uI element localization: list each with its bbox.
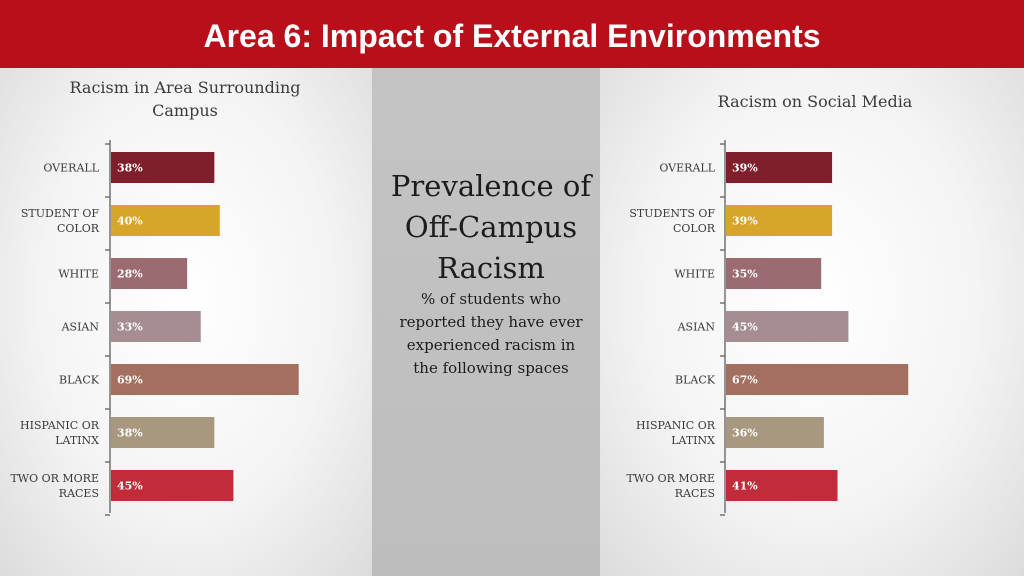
right-value-label-1: 39% (732, 215, 758, 228)
right-category-label-6-0: TWO OR MORE (626, 472, 715, 485)
left-category-label-3-0: ASIAN (61, 321, 100, 334)
right-category-label-2-0: WHITE (674, 268, 715, 281)
right-value-label-3: 45% (732, 321, 758, 334)
left-chart-title-line-2: Campus (152, 101, 218, 120)
left-value-label-0: 38% (117, 162, 143, 175)
right-category-label-5-0: HISPANIC OR (636, 419, 716, 432)
left-value-label-1: 40% (117, 215, 143, 228)
left-category-label-1-1: COLOR (57, 222, 100, 235)
right-category-label-1-1: COLOR (673, 222, 716, 235)
left-category-label-6-1: RACES (59, 487, 99, 500)
right-value-label-4: 67% (732, 374, 758, 387)
left-bar-6 (111, 470, 234, 501)
center-heading-line-1: Prevalence of (390, 169, 592, 203)
left-category-label-2-0: WHITE (58, 268, 99, 281)
left-value-label-4: 69% (117, 374, 143, 387)
right-category-label-3-0: ASIAN (677, 321, 716, 334)
left-chart-title: Racism in Area Surrounding Campus (30, 76, 340, 122)
center-subtitle-line-2: reported they have ever (399, 313, 583, 331)
left-bar-4 (111, 364, 299, 395)
center-subtitle-line-4: the following spaces (413, 359, 569, 377)
center-heading-line-3: Racism (437, 251, 545, 285)
page-title: Area 6: Impact of External Environments (203, 18, 821, 54)
right-value-label-2: 35% (732, 268, 758, 281)
center-subtitle: % of students who reported they have eve… (376, 288, 606, 380)
left-category-label-4-0: BLACK (59, 374, 100, 387)
right-chart-title-line-1: Racism on Social Media (717, 92, 913, 111)
right-bar-5 (726, 417, 824, 448)
left-value-label-2: 28% (117, 268, 143, 281)
left-category-label-5-1: LATINX (55, 434, 99, 447)
right-bar-4 (726, 364, 909, 395)
left-category-label-1-0: STUDENT OF (21, 207, 99, 220)
left-value-label-6: 45% (117, 480, 143, 493)
left-bar-1 (111, 205, 220, 236)
right-bar-0 (726, 152, 833, 183)
left-category-label-5-0: HISPANIC OR (20, 419, 100, 432)
right-bar-6 (726, 470, 838, 501)
left-value-label-3: 33% (117, 321, 143, 334)
left-category-label-0-0: OVERALL (43, 162, 99, 175)
center-heading: Prevalence of Off-Campus Racism (376, 166, 606, 289)
left-bar-0 (111, 152, 215, 183)
right-bar-chart: 39% OVERALL 39% STUDENTS OF COLOR 35% WHITE 45%… (626, 140, 909, 516)
header-bar (0, 0, 1024, 68)
left-bar-2 (111, 258, 188, 289)
right-value-label-5: 36% (732, 427, 758, 440)
center-subtitle-line-3: experienced racism in (406, 336, 576, 354)
left-bar-5 (111, 417, 215, 448)
right-category-label-4-0: BLACK (675, 374, 716, 387)
right-category-label-5-1: LATINX (671, 434, 715, 447)
center-subtitle-line-1: % of students who (421, 290, 561, 308)
right-category-label-6-1: RACES (675, 487, 715, 500)
right-value-label-6: 41% (732, 480, 758, 493)
left-bar-chart: 38% OVERALL 40% STUDENT OF COLOR 28% WHITE 33% A… (10, 140, 299, 516)
right-category-label-1-0: STUDENTS OF (629, 207, 715, 220)
right-category-label-0-0: OVERALL (659, 162, 715, 175)
left-chart-title-line-1: Racism in Area Surrounding (69, 78, 301, 97)
right-value-label-0: 39% (732, 162, 758, 175)
right-chart-title: Racism on Social Media (660, 90, 970, 113)
left-bar-3 (111, 311, 201, 342)
center-panel (372, 68, 600, 576)
left-value-label-5: 38% (117, 427, 143, 440)
right-bar-1 (726, 205, 833, 236)
left-category-label-6-0: TWO OR MORE (10, 472, 99, 485)
right-bar-3 (726, 311, 849, 342)
center-heading-line-2: Off-Campus (404, 210, 578, 244)
right-bar-2 (726, 258, 822, 289)
